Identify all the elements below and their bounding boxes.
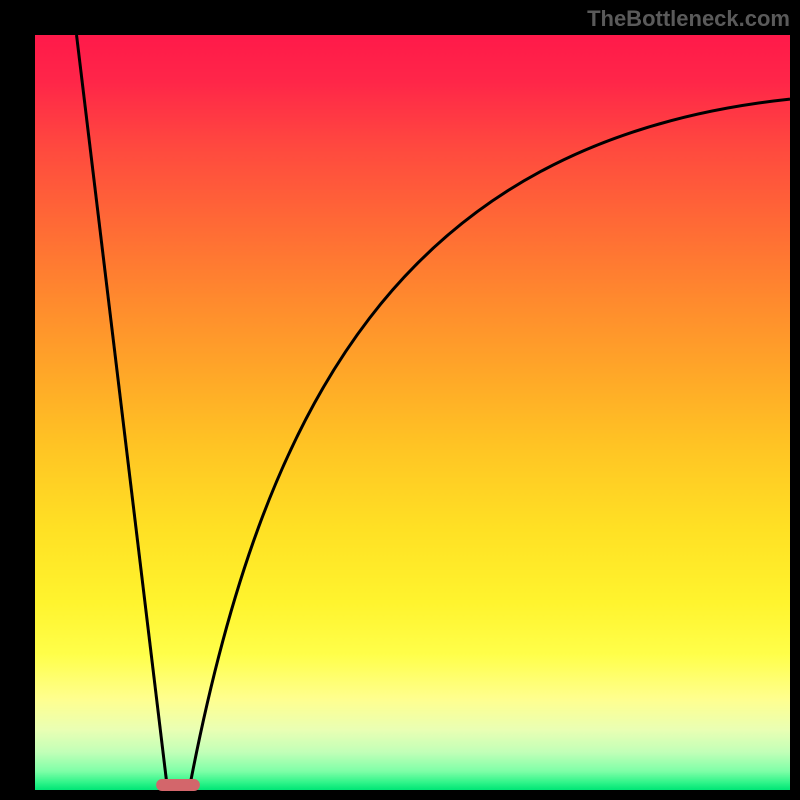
watermark-text: TheBottleneck.com [587, 6, 790, 32]
min-marker-rect [157, 779, 201, 791]
plot-area [35, 35, 790, 790]
left-line [77, 35, 168, 786]
right-curve [190, 99, 790, 786]
chart-container: TheBottleneck.com [0, 0, 800, 800]
min-marker [157, 779, 201, 791]
curves-overlay [35, 35, 790, 790]
